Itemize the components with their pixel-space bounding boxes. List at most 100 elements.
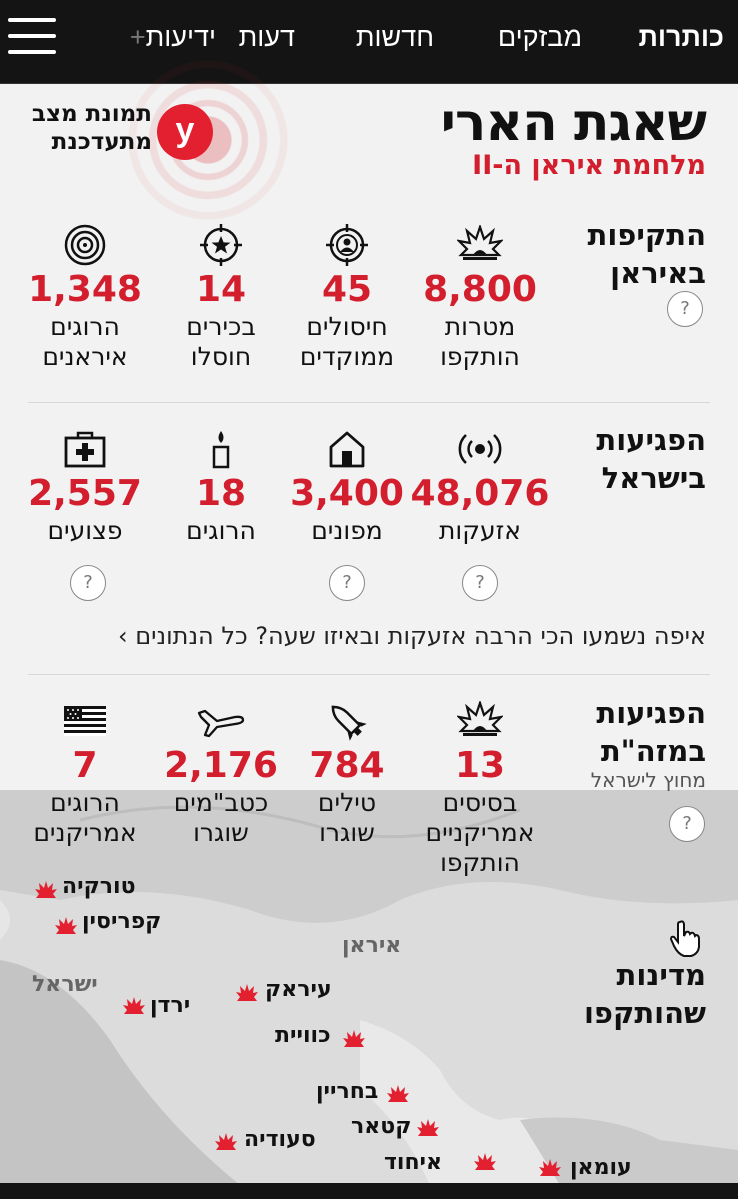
plane-icon: [146, 698, 296, 744]
map-label-saudi-arabia[interactable]: סעודיה: [244, 1127, 316, 1152]
stat-value: 1,348: [28, 269, 142, 310]
stat-label-line3: הותקפו: [440, 848, 520, 877]
ynet-logo-icon: y: [157, 104, 213, 160]
section-label-line2: באיראן: [610, 256, 706, 290]
stat-senior-officials: 14 בכירים חוסלו: [146, 222, 296, 372]
hamburger-menu-icon[interactable]: [8, 18, 56, 58]
pointing-hand-icon[interactable]: [668, 918, 702, 962]
section-divider: [28, 402, 710, 403]
stat-value: 2,176: [164, 745, 278, 786]
stat-drones-launched: 2,176 כטב"מים שוגרו: [146, 698, 296, 848]
section-label-hits-middle-east: הפגיעות במזה"ת: [566, 694, 706, 770]
country-name: ירדן: [150, 993, 191, 1018]
stat-iranian-casualties: 1,348 הרוגים איראנים: [10, 222, 160, 372]
country-name: סעודיה: [244, 1127, 316, 1152]
house-icon: [272, 426, 422, 472]
nav-item-yediot-plus[interactable]: ידיעות+: [130, 22, 216, 52]
explosion-marker-icon: [539, 1159, 561, 1176]
all-data-link[interactable]: איפה נשמעו הכי הרבה אזעקות ובאיזו שעה? כ…: [118, 622, 706, 650]
section-label-line2: בישראל: [601, 461, 706, 495]
stat-label-line1: מטרות: [444, 312, 516, 341]
page-subtitle: מלחמת איראן ה-II: [472, 150, 706, 181]
middle-east-map[interactable]: [0, 790, 738, 1185]
stat-label: פצועים: [47, 516, 123, 545]
stat-label-line1: הרוגים: [50, 788, 120, 817]
stat-wounded: 2,557 פצועים: [10, 426, 160, 546]
missile-icon: [272, 698, 422, 744]
page-title: שאגת הארי: [440, 93, 707, 153]
stat-us-bases-attacked: 13 בסיסים אמריקניים הותקפו: [405, 698, 555, 878]
help-button-middle-east[interactable]: ?: [669, 806, 705, 842]
live-status-label: תמונת מצב מתעדכנת: [18, 100, 152, 156]
stat-value: 3,400: [290, 473, 404, 514]
nav-item-opinions[interactable]: דעות: [238, 22, 295, 52]
section-label-line1: הפגיעות: [596, 423, 706, 457]
country-name: כוויית: [275, 1023, 331, 1048]
section-divider: [28, 674, 710, 675]
section-label-line2: במזה"ת: [600, 734, 706, 768]
stat-label-line1: בסיסים: [442, 788, 518, 817]
map-label-turkey[interactable]: טורקיה: [62, 874, 136, 899]
nav-yediot-label: ידיעות: [145, 22, 216, 52]
stat-label-line1: טילים: [317, 788, 377, 817]
stat-label-line2: איראנים: [42, 342, 128, 371]
nav-item-flashes[interactable]: מבזקים: [497, 22, 582, 52]
explosion-marker-icon: [387, 1085, 409, 1102]
stat-value: 8,800: [423, 269, 537, 310]
help-button-attacks-iran[interactable]: ?: [667, 291, 703, 327]
stat-value: 13: [454, 745, 506, 786]
first-aid-kit-icon: [10, 426, 160, 472]
map-label-israel: ישראל: [32, 972, 98, 997]
nav-item-news[interactable]: חדשות: [355, 22, 434, 52]
country-name: קפריסין: [82, 909, 162, 934]
us-flag-icon: [10, 698, 160, 744]
help-button-wounded[interactable]: ?: [70, 565, 106, 601]
siren-icon: [405, 426, 555, 472]
help-button-sirens[interactable]: ?: [462, 565, 498, 601]
stat-label-line1: בכירים: [186, 312, 256, 341]
plus-icon: +: [129, 22, 146, 52]
stat-american-deaths: 7 הרוגים אמריקנים: [10, 698, 160, 848]
explosion-marker-icon: [123, 997, 145, 1014]
stat-label-line2: חוסלו: [190, 342, 252, 371]
map-label-bahrain[interactable]: בחריין: [316, 1079, 378, 1104]
stat-label-line2: שוגרו: [193, 818, 249, 847]
explosion-marker-icon: [215, 1133, 237, 1150]
map-label-iran: איראן: [342, 933, 402, 958]
map-label-jordan[interactable]: ירדן: [150, 993, 190, 1018]
explosion-icon: [405, 222, 555, 268]
stat-label: הרוגים: [186, 516, 256, 545]
explosion-marker-icon: [343, 1030, 365, 1047]
section-sublabel: מחוץ לישראל: [590, 768, 706, 792]
stat-label-line2: אמריקניים: [425, 818, 535, 847]
country-name: טורקיה: [62, 874, 136, 899]
section-label-hits-israel: הפגיעות בישראל: [566, 421, 706, 497]
stat-label-line1: הרוגים: [50, 312, 120, 341]
star-target-icon: [146, 222, 296, 268]
map-label-iraq[interactable]: עיראק: [265, 977, 332, 1002]
help-button-evacuees[interactable]: ?: [329, 565, 365, 601]
section-label-line1: מדינות: [616, 958, 706, 992]
section-label-line2: שהותקפו: [583, 996, 706, 1030]
stat-label-line2: אמריקנים: [33, 818, 137, 847]
stat-value: 18: [195, 473, 247, 514]
stat-israeli-deaths: 18 הרוגים: [146, 426, 296, 546]
explosion-marker-icon: [35, 881, 57, 898]
country-name: עיראק: [265, 977, 332, 1002]
country-name: איחוד האמירויות: [361, 1150, 464, 1183]
map-label-oman[interactable]: עומאן: [570, 1155, 632, 1180]
stat-label-line1: כטב"מים: [173, 788, 269, 817]
stat-evacuees: 3,400 מפונים: [272, 426, 422, 546]
candle-icon: [146, 426, 296, 472]
explosion-marker-icon: [236, 984, 258, 1001]
stat-value: 2,557: [28, 473, 142, 514]
stat-value: 7: [72, 745, 98, 786]
map-label-cyprus[interactable]: קפריסין: [82, 909, 161, 934]
explosion-marker-icon: [474, 1153, 496, 1170]
map-label-uae[interactable]: איחוד האמירויות: [358, 1150, 468, 1183]
map-label-qatar[interactable]: קטאר: [351, 1114, 411, 1139]
nav-item-headlines[interactable]: כותרות: [638, 22, 724, 52]
stat-value: 14: [195, 269, 247, 310]
stat-value: 45: [321, 269, 373, 310]
map-label-kuwait[interactable]: כוויית: [275, 1023, 331, 1048]
